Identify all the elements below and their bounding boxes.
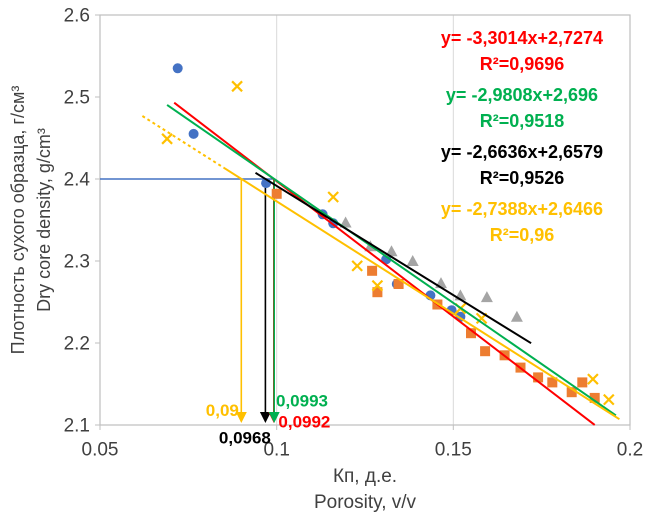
equation-group-black: y= -2,6636x+2,6579 R²=0,9526: [408, 139, 636, 191]
svg-text:0,0992: 0,0992: [278, 413, 330, 432]
x-axis-title-ru: Кп, д.е.: [332, 466, 398, 487]
svg-text:2.4: 2.4: [64, 170, 91, 191]
svg-text:0.2: 0.2: [617, 440, 643, 461]
equation-group-red: y= -3,3014x+2,7274 R²=0,9696: [408, 25, 636, 77]
svg-text:2.5: 2.5: [64, 88, 90, 109]
y-axis-ticks: 2.1 2.2 2.3 2.4 2.5 2.6: [64, 6, 100, 437]
equation-block: y= -3,3014x+2,7274 R²=0,9696 y= -2,9808x…: [408, 25, 636, 253]
plot-border: [99, 14, 631, 426]
trend-equation-red: y= -3,3014x+2,7274: [440, 28, 604, 48]
svg-text:2.6: 2.6: [64, 6, 90, 27]
construction-vlines: [235, 179, 280, 423]
x-axis-ticks: 0.05 0.1 0.15 0.2: [82, 425, 643, 461]
svg-text:0,0968: 0,0968: [219, 428, 271, 447]
series-yellow-x: [161, 80, 615, 406]
svg-text:0.05: 0.05: [82, 440, 119, 461]
trend-r2-red: R²=0,9696: [479, 54, 565, 74]
svg-text:2.3: 2.3: [64, 252, 90, 273]
svg-text:0.1: 0.1: [263, 440, 289, 461]
y-axis-title: Плотность сухого образца, г/см³ Dry core…: [5, 0, 57, 440]
trend-equation-black: y= -2,6636x+2,6579: [440, 142, 604, 162]
y-axis-title-ru: Плотность сухого образца, г/см³: [8, 85, 28, 355]
x-axis-title: Кп, д.е. Porosity, v/v: [100, 464, 630, 516]
equation-group-green: y= -2,9808x+2,696 R²=0,9518: [408, 82, 636, 134]
trend-equation-yellow: y= -2,7388x+2,6466: [440, 199, 604, 219]
drop-value-annotations: 0,09 0,0968 0,0993 0,0992: [206, 391, 331, 447]
y-axis-title-en: Dry core density, g/cm³: [34, 128, 54, 312]
trend-r2-yellow: R²=0,96: [489, 225, 555, 245]
x-axis-title-en: Porosity, v/v: [313, 492, 417, 513]
trendlines: [141, 101, 620, 426]
equation-group-yellow: y= -2,7388x+2,6466 R²=0,96: [408, 196, 636, 248]
svg-text:0,09: 0,09: [206, 401, 239, 420]
svg-text:0.15: 0.15: [435, 440, 472, 461]
trend-r2-green: R²=0,9518: [479, 111, 565, 131]
trend-equation-green: y= -2,9808x+2,696: [445, 85, 599, 105]
svg-text:0,0993: 0,0993: [276, 391, 328, 410]
svg-text:2.1: 2.1: [64, 416, 90, 437]
trend-r2-black: R²=0,9526: [479, 168, 565, 188]
svg-text:2.2: 2.2: [64, 334, 90, 355]
gridlines: [276, 15, 454, 425]
